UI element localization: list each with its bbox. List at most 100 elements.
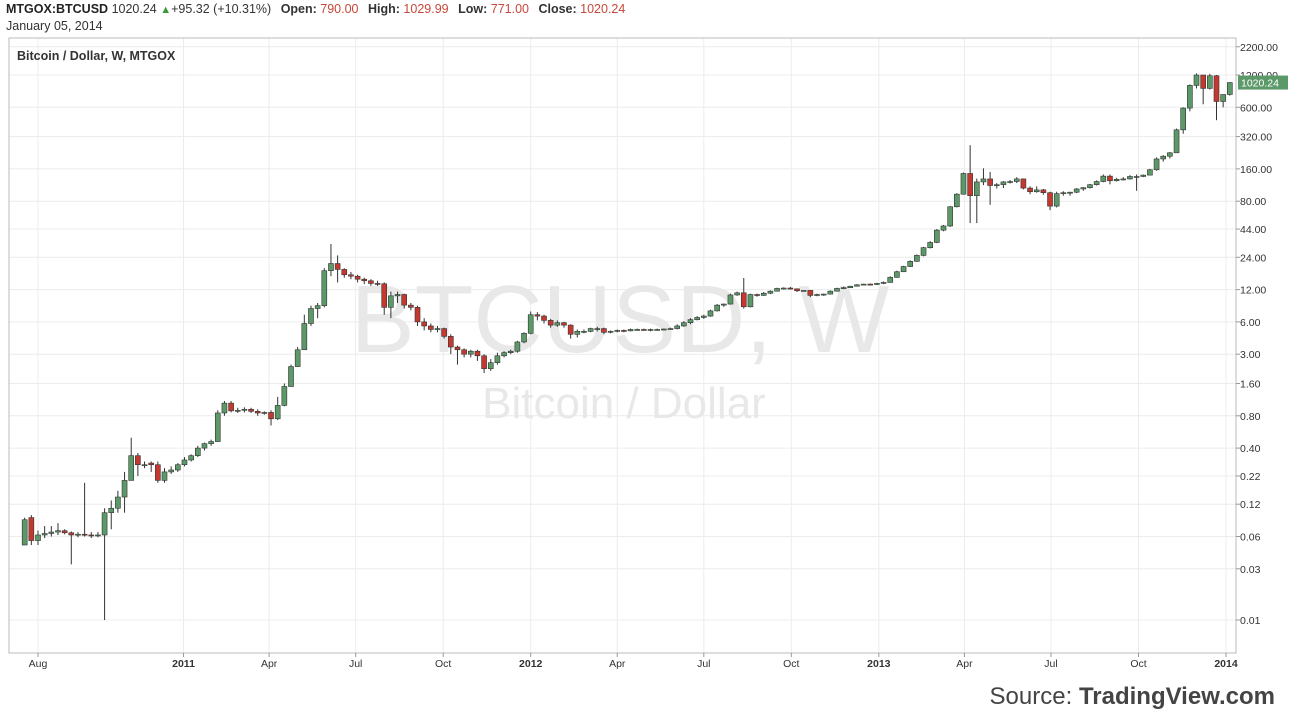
candle-body — [1147, 169, 1153, 176]
candle — [1187, 84, 1193, 112]
candle-body — [780, 287, 787, 290]
x-tick-label: Apr — [261, 658, 278, 670]
candle-body — [208, 441, 214, 444]
candle-body — [607, 331, 614, 333]
candle — [1173, 128, 1180, 154]
last-price-box — [1238, 75, 1288, 90]
candle-body — [894, 271, 900, 278]
candle-body — [800, 290, 807, 292]
candle-body — [1007, 181, 1013, 183]
candle-body — [787, 287, 794, 290]
candle-body — [21, 519, 28, 546]
candle — [914, 254, 920, 262]
candle — [1060, 191, 1067, 196]
candle-body — [587, 328, 594, 332]
candle — [188, 454, 194, 462]
candle-body — [754, 294, 760, 296]
candle-body — [960, 173, 967, 195]
candle — [674, 324, 680, 330]
candle-body — [694, 317, 700, 320]
candle — [428, 323, 434, 333]
candle-body — [1193, 74, 1200, 86]
candle-body — [774, 288, 780, 292]
candle-body — [121, 480, 128, 498]
candle-body — [175, 464, 181, 471]
candle — [900, 265, 907, 273]
candle — [627, 328, 634, 332]
y-tick-label: 0.06 — [1240, 532, 1261, 544]
candle — [28, 515, 35, 545]
candle — [1213, 75, 1220, 121]
candle-body — [567, 324, 574, 335]
y-axis: 2200.001200.00600.00320.00160.0080.0044.… — [1236, 42, 1278, 627]
candle-body — [1073, 188, 1080, 193]
candle — [348, 272, 354, 280]
candle-body — [288, 366, 294, 387]
candle — [408, 303, 414, 311]
candle — [1127, 175, 1133, 180]
y-tick-label: 0.22 — [1240, 471, 1261, 483]
candle — [747, 293, 754, 308]
candle-body — [1180, 107, 1186, 131]
candle-body — [108, 507, 115, 513]
candle-body — [228, 402, 234, 412]
candle-body — [481, 355, 487, 369]
candle — [1193, 73, 1200, 89]
candle-body — [421, 321, 427, 327]
candle-body — [1213, 75, 1220, 102]
candle-body — [95, 534, 101, 537]
candle — [694, 316, 700, 321]
candle — [701, 314, 707, 319]
candle — [381, 282, 388, 315]
candle-body — [1227, 82, 1233, 95]
x-axis: Aug 2011 Apr Jul Oct 2012 Apr Jul Oct 2013 Apr Jul O… — [29, 653, 1238, 670]
candle-body — [161, 471, 168, 481]
y-tick-label: 3.00 — [1240, 349, 1261, 361]
candle — [920, 246, 927, 257]
candle-body — [847, 285, 854, 288]
candle-body — [1167, 152, 1173, 157]
candle — [454, 345, 461, 365]
candle-body — [993, 184, 1000, 186]
candle-body — [980, 178, 987, 183]
candle-body — [461, 349, 467, 355]
candle — [341, 268, 348, 278]
candle-body — [914, 255, 920, 262]
y-tick-label: 24.00 — [1240, 252, 1266, 264]
candle-body — [681, 322, 687, 327]
candle-body — [747, 294, 754, 308]
candle — [221, 400, 228, 416]
candles — [21, 73, 1233, 620]
candle — [1107, 174, 1113, 185]
candle-body — [1060, 192, 1067, 194]
candle — [281, 383, 288, 407]
y-tick-label: 320.00 — [1240, 132, 1272, 144]
y-tick-label: 12.00 — [1240, 285, 1266, 297]
candle-body — [654, 329, 661, 331]
y-tick-label: 0.12 — [1240, 499, 1261, 511]
candle-body — [1047, 192, 1053, 207]
candle — [820, 293, 827, 296]
candle-body — [115, 496, 121, 509]
candle-body — [734, 292, 740, 296]
candle-body — [534, 314, 541, 317]
candle — [135, 453, 141, 476]
candle — [581, 329, 587, 334]
candle — [987, 171, 993, 205]
candle — [448, 334, 454, 355]
candle — [1167, 151, 1173, 159]
candle — [1080, 187, 1087, 191]
candle — [434, 325, 441, 333]
candle-body — [834, 288, 840, 292]
y-tick-label: 80.00 — [1240, 196, 1266, 208]
last-price-tag: 1020.24 — [1238, 75, 1288, 90]
candle-body — [947, 206, 953, 227]
candle-body — [561, 322, 567, 326]
candle — [934, 229, 940, 244]
candle — [328, 244, 334, 277]
candle — [487, 359, 494, 371]
candle — [368, 279, 374, 286]
candle-body — [714, 304, 720, 312]
candle — [601, 327, 607, 335]
